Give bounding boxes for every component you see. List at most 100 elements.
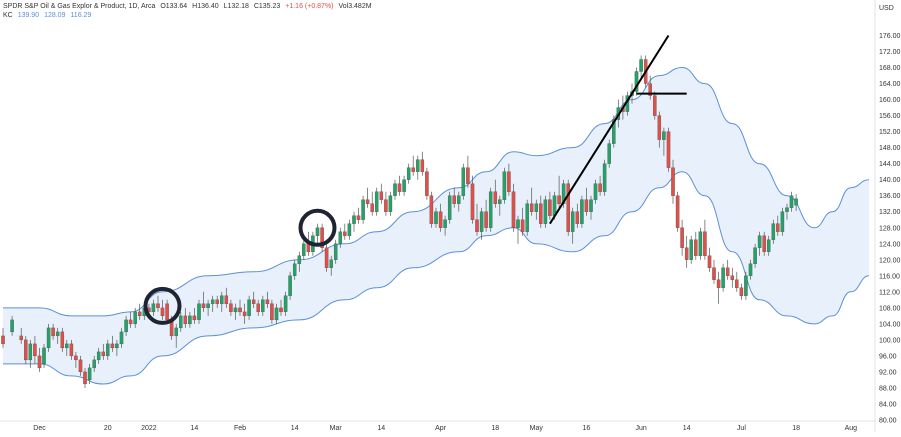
kc-upper-value: 139.90 [17, 12, 40, 19]
candle-body [739, 287, 744, 296]
x-tick-label: Jun [635, 425, 646, 432]
candle-body [192, 315, 197, 321]
indicator-legend: KC 139.90 128.09 116.29 [3, 12, 94, 19]
candle-body [657, 115, 662, 140]
candle-body [124, 319, 128, 333]
candle-body [689, 239, 693, 260]
y-tick-label: 140.00 [879, 177, 901, 184]
candle-body [165, 303, 169, 320]
volume-value: Vol3.482M [338, 3, 372, 10]
candle-body [534, 203, 539, 212]
candle-body [96, 351, 101, 361]
candle-body [785, 207, 789, 212]
open-value: O133.64 [160, 3, 188, 10]
candle-body [92, 359, 96, 369]
candle-body [115, 343, 119, 349]
candle-body [197, 303, 201, 320]
x-tick-label: 14 [683, 425, 691, 432]
change-value: +1.16 (+0.87%) [285, 3, 334, 10]
x-tick-label: 14 [377, 425, 385, 432]
x-tick-label: Dec [33, 425, 46, 432]
candle-body [302, 243, 306, 256]
candle-body [598, 183, 602, 192]
y-tick-label: 148.00 [879, 145, 901, 152]
candle-body [19, 335, 23, 341]
candle-body [502, 171, 507, 200]
candle-body [529, 203, 534, 212]
candle-body [388, 195, 393, 212]
candle-body [379, 191, 384, 200]
candle-body [680, 227, 684, 248]
candle-body [416, 159, 420, 172]
candle-body [24, 339, 28, 361]
candle-body [411, 167, 415, 172]
x-tick-label: 2022 [141, 425, 157, 432]
candle-body [721, 267, 725, 288]
candle-body [69, 343, 74, 357]
candle-body [593, 183, 598, 200]
price-scale-currency: USD [879, 5, 894, 12]
candle-body [466, 167, 470, 184]
candle-body [238, 307, 242, 313]
candle-body [570, 211, 575, 232]
candle-body [507, 171, 511, 192]
candle-body [662, 131, 666, 140]
candle-body [183, 315, 188, 325]
candle-body [292, 263, 297, 276]
candle-body [712, 267, 716, 280]
candle-body [283, 295, 288, 312]
y-tick-label: 128.00 [879, 225, 901, 232]
candle-body [1, 335, 5, 345]
indicator-name: KC [3, 12, 13, 19]
candle-body [42, 347, 46, 365]
candle-body [703, 231, 707, 256]
candle-body [443, 219, 447, 228]
high-value: H136.40 [192, 3, 219, 10]
x-tick-label: 14 [291, 425, 299, 432]
candle-body [612, 119, 616, 144]
candle-body [188, 315, 192, 325]
y-tick-label: 136.00 [879, 193, 901, 200]
candle-body [479, 211, 484, 232]
y-tick-label: 80.00 [879, 418, 897, 425]
candle-body [288, 275, 292, 296]
candle-body [137, 311, 142, 317]
candle-body [771, 223, 776, 240]
candle-body [748, 263, 753, 276]
x-tick-label: 16 [583, 425, 591, 432]
candle-body [566, 183, 570, 232]
kc-lower-value: 116.29 [70, 12, 92, 19]
x-tick-label: Jul [737, 425, 746, 432]
candle-body [247, 299, 251, 316]
candle-body [370, 203, 374, 212]
candle-body [675, 195, 680, 228]
candle-body [251, 299, 256, 304]
candle-body [457, 195, 461, 204]
candle-body [37, 355, 42, 369]
trend-line [549, 34, 670, 225]
x-tick-label: Apr [435, 425, 447, 432]
candle-body [78, 359, 83, 373]
candle-body [498, 199, 502, 204]
candle-body [224, 295, 229, 304]
candle-body [475, 219, 479, 232]
candle-body [210, 299, 215, 304]
candle-body [557, 195, 561, 204]
candle-body [174, 327, 178, 337]
candle-body [343, 231, 347, 236]
candle-body [87, 367, 92, 381]
candle-body [584, 199, 589, 212]
candle-body [589, 199, 593, 212]
candle-body [789, 195, 794, 208]
candle-body [384, 199, 388, 212]
y-tick-label: 156.00 [879, 113, 901, 120]
candle-body [215, 299, 219, 304]
candle-body [55, 331, 60, 337]
candle-body [716, 279, 721, 288]
candle-body [757, 235, 762, 248]
y-tick-label: 116.00 [879, 273, 900, 280]
candle-body [543, 199, 548, 224]
keltner-upper-line [3, 66, 870, 317]
